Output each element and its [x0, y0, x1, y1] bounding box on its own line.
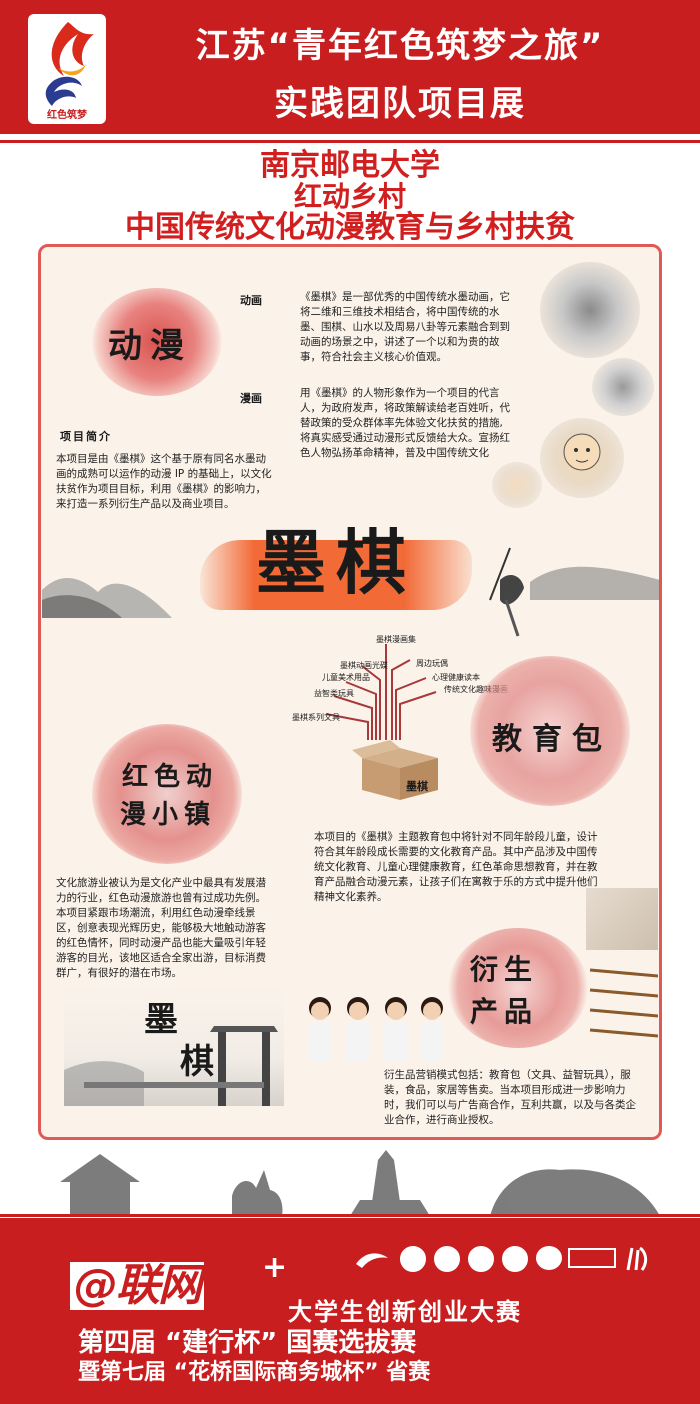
- tree-item-culture-comic: 传统文化趣味漫画: [444, 685, 508, 694]
- ccb-logo-icon: [536, 1246, 562, 1270]
- sponsor-logo-2-icon: [398, 1244, 428, 1274]
- intro-heading: 项目简介: [60, 430, 112, 443]
- mountain-left-icon: [42, 577, 172, 618]
- tree-item-puzzle-toys: 益智类玩具: [314, 689, 354, 698]
- orange-brush-stroke: [200, 540, 472, 610]
- town-ink-blot: [92, 724, 242, 864]
- sponsor-logo-1-icon: [354, 1246, 390, 1270]
- sponsor-logo-5-icon: [500, 1244, 530, 1274]
- tree-item-stationery: 墨棋系列文具: [292, 713, 340, 722]
- header-banner: [0, 0, 700, 138]
- derivative-ink-blot: [448, 928, 588, 1048]
- moqi-title: 墨棋: [256, 521, 416, 604]
- poster-title-2: 棋: [180, 1042, 214, 1082]
- dongman-ink-blot: [92, 288, 222, 396]
- ink-landscape-circle-1: [540, 262, 640, 358]
- landmarks-icon: [60, 1150, 660, 1216]
- ink-landscape-circle-2: [592, 358, 654, 416]
- flame-logo-icon: [45, 22, 94, 106]
- school-name: 南京邮电大学: [260, 148, 440, 183]
- logo-caption: 红色筑梦: [47, 110, 87, 121]
- gift-box: 墨棋: [352, 738, 448, 802]
- tree-item-art-supplies: 儿童美术用品: [322, 673, 370, 682]
- intro-text: 本项目是由《墨棋》这个基于原有同名水墨动画的成熟可以运作的动漫 IP 的基础上，…: [56, 453, 272, 510]
- brush-pens-image: [586, 960, 659, 1050]
- red-dream-logo: 红色筑梦: [28, 14, 106, 124]
- dongman-text: 《墨棋》是一部优秀的中国传统水墨动画，它将二维和三维技术相结合，将中国传统的水墨…: [300, 291, 510, 363]
- children-group-icon: [308, 997, 444, 1062]
- huaqiao-logo-icon: [624, 1244, 650, 1272]
- cartoon-boy-icon: [563, 433, 601, 471]
- sponsor-logos: [354, 1242, 654, 1274]
- derivative-heading-2: 产品: [470, 995, 539, 1028]
- header-title-line2: 实践团队项目展: [274, 84, 526, 124]
- education-text: 本项目的《墨棋》主题教育包中将针对不同年龄段儿童，设计符合其年龄段成长需要的文化…: [314, 831, 598, 903]
- header-title-line1: 江苏“青年红色筑梦之旅”: [195, 26, 605, 66]
- sponsor-logo-4-icon: [466, 1244, 496, 1274]
- poster-gate-icon: [64, 1026, 278, 1106]
- education-ink-blot: [470, 656, 630, 806]
- manhua-text: 用《墨棋》的人物形象作为一个项目的代言人，为政府发声，将政策解读给老百姓听，代替…: [300, 387, 510, 459]
- bank-logo-icon: [568, 1248, 616, 1268]
- dongman-heading: 动漫: [108, 326, 192, 366]
- tree-item-comic-book: 墨棋漫画集: [376, 635, 416, 644]
- product-tree: [286, 630, 486, 780]
- footer-line1: 大学生创新创业大赛: [288, 1298, 522, 1326]
- header-divider: [0, 134, 700, 138]
- project-topic: 中国传统文化动漫教育与乡村扶贫: [125, 210, 575, 245]
- moqi-poster: 墨 棋: [64, 986, 284, 1106]
- cardboard-box-icon: [352, 740, 438, 800]
- education-heading: 教育包: [492, 722, 612, 757]
- dongman-label: 动画: [240, 294, 262, 307]
- team-name: 红动乡村: [293, 180, 406, 213]
- footer-line3: 暨第七届 “花桥国际商务城杯” 省赛: [78, 1360, 431, 1385]
- ink-fisherman-mountains: [470, 540, 660, 640]
- town-text: 文化旅游业被认为是文化产业中最具有发展潜力的行业，红色动漫旅游也曾有过成功先例。…: [56, 877, 266, 979]
- landmark-silhouettes: [60, 1140, 660, 1216]
- brush-pens-icon: [589, 968, 659, 1038]
- cartoon-baby-illustration: [492, 462, 542, 508]
- ink-mountains-left: [42, 560, 172, 618]
- header-divider-2: [0, 140, 700, 143]
- fisherman-icon: [489, 547, 660, 637]
- tree-item-dolls: 周边玩偶: [416, 659, 448, 668]
- poster-title-1: 墨: [144, 1000, 178, 1040]
- derivative-product-image-1: [586, 888, 658, 950]
- cartoon-boy-illustration: [540, 418, 624, 498]
- town-heading-line2: 漫小镇: [120, 800, 217, 830]
- tree-item-animation-disc: 墨棋动画光碟: [340, 661, 388, 670]
- manhua-label: 漫画: [240, 392, 262, 405]
- town-heading-line1: 红色动: [122, 762, 219, 792]
- product-tree-arrows: [325, 644, 437, 740]
- internet-plus-brand: @联网: [70, 1262, 204, 1310]
- brand-plus-sign: +: [262, 1250, 288, 1285]
- derivative-text: 衍生品营销模式包括：教育包（文具、益智玩具），服装，食品，家居等售卖。当本项目形…: [384, 1069, 636, 1126]
- children-photo: [298, 990, 454, 1062]
- footer-line2: 第四届 “建行杯” 国赛选拔赛: [78, 1328, 417, 1358]
- sponsor-logo-3-icon: [432, 1244, 462, 1274]
- tree-item-psychology-reader: 心理健康读本: [432, 673, 480, 682]
- derivative-heading-1: 衍生: [470, 953, 539, 986]
- box-label: 墨棋: [406, 780, 428, 793]
- footer-divider: [0, 1214, 700, 1217]
